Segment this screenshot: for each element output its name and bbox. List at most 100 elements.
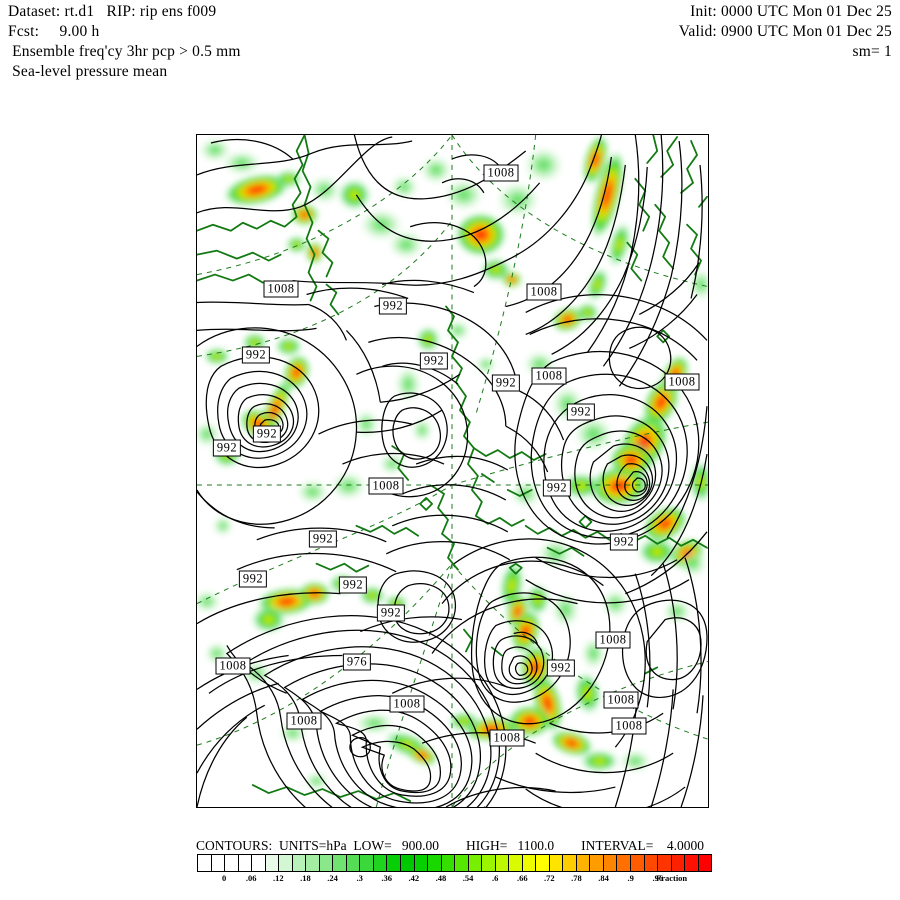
colorbar-swatch[interactable]: [306, 855, 320, 871]
contour-label: 1008: [389, 695, 425, 713]
colorbar-swatch[interactable]: [414, 855, 429, 871]
contour-label: 992: [378, 297, 408, 315]
colorbar-swatch[interactable]: [428, 855, 442, 871]
colorbar-unit-label: Fraction: [656, 873, 688, 883]
contour-label: 1008: [489, 729, 525, 747]
colorbar-tick: .12: [273, 873, 284, 883]
contour-label: 992: [542, 479, 572, 497]
colorbar-swatch[interactable]: [198, 855, 212, 871]
colorbar-tick: .96: [652, 873, 664, 883]
colorbar-swatch[interactable]: [400, 855, 415, 871]
contour-label: 992: [241, 346, 271, 364]
colorbar-swatch[interactable]: [603, 855, 618, 871]
contour-label: 1008: [664, 373, 700, 391]
colorbar-tick: .72: [544, 873, 555, 883]
colorbar-swatch[interactable]: [225, 855, 239, 871]
colorbar-swatch[interactable]: [522, 855, 537, 871]
contour-label: 992: [212, 439, 242, 457]
contour-label: 1008: [368, 477, 404, 495]
colorbar-swatch[interactable]: [495, 855, 510, 871]
colorbar-tick: .6: [491, 873, 499, 883]
colorbar-swatch[interactable]: [576, 855, 591, 871]
sea-level-pressure-contours: [197, 135, 708, 807]
colorbar-swatch[interactable]: [590, 855, 604, 871]
header-smoothing: sm= 1: [852, 43, 892, 60]
colorbar-tick: .84: [598, 873, 609, 883]
colorbar-swatch[interactable]: [455, 855, 469, 871]
contour-label: 992: [491, 374, 521, 392]
colorbar-tick: .3: [356, 873, 363, 883]
colorbar-swatch[interactable]: [482, 855, 496, 871]
colorbar-swatch[interactable]: [509, 855, 523, 871]
contour-label: 1008: [531, 367, 567, 385]
contour-label: 992: [546, 659, 576, 677]
contour-label: 992: [609, 533, 639, 551]
colorbar-tick: .18: [300, 873, 311, 883]
colorbar-swatch[interactable]: [333, 855, 347, 871]
contour-label: 992: [252, 425, 282, 443]
colorbar-swatch[interactable]: [252, 855, 266, 871]
contour-label: 1008: [263, 280, 299, 298]
colorbar-caption: CONTOURS: UNITS=hPa LOW= 900.00 HIGH= 11…: [196, 838, 704, 853]
colorbar-tick: .24: [327, 873, 338, 883]
map-plot-area[interactable]: 1008 1008 1008 992 992 992 992 1008 1008 992 992 99…: [196, 134, 709, 808]
colorbar-swatch[interactable]: [563, 855, 577, 871]
colorbar-swatch[interactable]: [468, 855, 483, 871]
contour-label: 992: [419, 352, 449, 370]
contour-label: 992: [376, 604, 406, 622]
colorbar-tick: .78: [571, 873, 582, 883]
map-canvas: [197, 135, 708, 807]
contour-label: 992: [308, 530, 338, 548]
colorbar-swatch[interactable]: [346, 855, 361, 871]
colorbar-tick-labels: 0 .06 .12 .18 .24 .3 .36 .42 .48 .54 .6 .66 .72 .78 .8…: [197, 873, 712, 887]
colorbar-swatch[interactable]: [631, 855, 645, 871]
colorbar-swatch[interactable]: [292, 855, 307, 871]
colorbar-swatch[interactable]: [360, 855, 374, 871]
colorbar-swatch[interactable]: [536, 855, 550, 871]
contour-label: 1008: [603, 691, 639, 709]
colorbar-swatch[interactable]: [211, 855, 226, 871]
contour-label: 1008: [611, 717, 647, 735]
colorbar-swatch[interactable]: [265, 855, 280, 871]
contour-label: 1008: [526, 283, 562, 301]
contour-label: 992: [566, 403, 596, 421]
precip-frequency-shading: [197, 135, 708, 791]
header-contour-field-line: Sea-level pressure mean: [8, 63, 168, 80]
colorbar-tick: .66: [516, 873, 528, 883]
colorbar-tick: .54: [462, 873, 474, 883]
colorbar-swatch[interactable]: [698, 855, 712, 871]
colorbar-swatch[interactable]: [549, 855, 564, 871]
colorbar-swatch[interactable]: [617, 855, 631, 871]
colorbar-swatch[interactable]: [441, 855, 456, 871]
latlon-gridlines: [197, 135, 708, 807]
colorbar-swatch[interactable]: [387, 855, 401, 871]
colorbar-swatch[interactable]: [238, 855, 253, 871]
contour-label: 1008: [286, 712, 322, 730]
colorbar-tick: .42: [408, 873, 420, 883]
colorbar-tick: .9: [627, 873, 634, 883]
contour-label: 1008: [215, 657, 251, 675]
colorbar-tick: .36: [381, 873, 393, 883]
contour-label: 992: [238, 570, 268, 588]
colorbar-swatch[interactable]: [279, 855, 293, 871]
contour-label: 992: [338, 576, 368, 594]
header-init-time: Init: 0000 UTC Mon 01 Dec 25: [690, 3, 892, 20]
colorbar-swatches[interactable]: [197, 854, 712, 872]
contour-label: 1008: [483, 164, 519, 182]
header-valid-time: Valid: 0900 UTC Mon 01 Dec 25: [678, 23, 892, 40]
header-dataset-line: Dataset: rt.d1 RIP: rip ens f009: [8, 3, 217, 20]
colorbar-swatch[interactable]: [319, 855, 334, 871]
colorbar[interactable]: [197, 854, 712, 872]
contour-label: 1008: [595, 631, 631, 649]
header-field-line: Ensemble freq'cy 3hr pcp > 0.5 mm: [8, 43, 241, 60]
colorbar-tick: .48: [435, 873, 447, 883]
coastline-overlay: [197, 135, 708, 802]
colorbar-swatch[interactable]: [658, 855, 672, 871]
colorbar-swatch[interactable]: [671, 855, 686, 871]
colorbar-swatch[interactable]: [644, 855, 659, 871]
colorbar-swatch[interactable]: [685, 855, 699, 871]
colorbar-swatch[interactable]: [373, 855, 388, 871]
colorbar-tick: 0: [221, 873, 227, 883]
header-fcst-line: Fcst: 9.00 h: [8, 23, 100, 40]
contour-label: 976: [342, 653, 372, 671]
